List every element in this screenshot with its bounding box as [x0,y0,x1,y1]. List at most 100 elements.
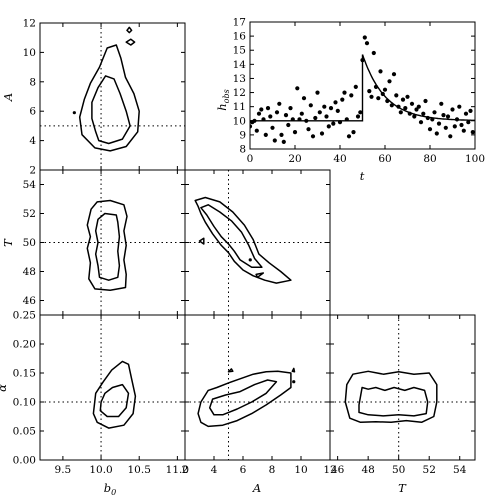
x-tick-label: 40 [333,153,346,165]
data-point [439,101,444,106]
data-point [331,121,336,126]
x-tick-label: 6 [240,464,247,476]
contour-1 [197,370,292,428]
data-point [279,132,284,137]
panel-hobs_vs_t: 8 9 10 11 12 13 14 15 16 17 0 20 40 60 80 100 [233,17,485,166]
data-point [299,111,304,116]
panel-T_vs_b0: 46 48 50 52 54 [23,169,186,316]
data-point [432,110,437,115]
data-point [468,108,473,113]
data-point [346,134,352,139]
data-point [328,106,334,111]
y-axis-label-alpha: α [0,384,9,392]
data-point [427,127,433,132]
x-tick-label: 12 [323,464,336,476]
contour-0 [208,379,278,416]
x-tick-label: 10.0 [89,464,112,476]
y-tick-label: 10 [23,47,36,59]
data-point [457,104,462,109]
x-tick-label: 46 [331,464,345,476]
x-tick-label: 52 [423,464,436,476]
contour-3 [255,272,265,279]
y-tick-label: 13 [233,73,246,85]
axes-frame [184,314,331,461]
x-tick-label: 10 [294,464,307,476]
x-tick-label: 80 [423,153,436,165]
x-tick-label: 9.5 [55,464,72,476]
data-point [387,79,392,84]
contour-point-0 [292,380,296,384]
y-tick-label: 12 [23,18,36,30]
x-axis-label-t: t [360,169,365,183]
data-point [470,130,475,135]
y-tick-label: 54 [23,179,37,191]
data-point [335,108,340,113]
y-tick-label: 0.00 [13,455,36,467]
axes-frame [329,314,476,461]
data-point [434,131,439,136]
data-point [452,124,457,129]
x-tick-label: 48 [361,464,374,476]
y-tick-label: 4 [29,135,36,147]
data-point [416,104,421,109]
data-point [270,125,275,130]
x-axis-label-T: T [398,481,407,495]
data-point [263,132,268,137]
data-point [450,107,455,112]
x-tick-label: 54 [453,464,467,476]
contour-0 [99,383,130,418]
x-tick-label: 11.0 [166,464,189,476]
y-tick-label: 2 [29,165,36,177]
y-tick-label: 52 [23,208,36,220]
data-point [272,138,277,143]
data-point [355,114,361,119]
x-tick-label: 10.5 [128,464,151,476]
y-tick-label: 11 [233,101,246,113]
axes-frame [39,22,186,171]
data-point [376,96,381,101]
data-point [378,69,383,74]
y-tick-label: 12 [233,87,246,99]
data-point [358,110,363,115]
contour-2 [198,237,205,245]
y-tick-label: 0.20 [13,339,36,351]
data-point [319,131,325,136]
x-tick-label: 100 [465,153,485,165]
data-point [400,97,406,102]
data-point [367,89,372,94]
data-point [310,134,316,139]
y-tick-label: 46 [23,295,37,307]
data-point [288,106,293,111]
contour-3 [291,367,296,373]
contour-0 [200,204,263,268]
data-point [306,127,311,132]
y-axis-label-T: T [1,238,15,247]
data-point [371,50,376,56]
panel-T_vs_A [184,169,331,316]
y-tick-label: 10 [233,115,246,127]
data-point [369,94,374,99]
data-point [295,86,300,91]
contour-1 [92,360,137,429]
contour-2 [125,38,136,46]
data-point [268,114,273,119]
data-point [403,106,408,111]
contour-0 [358,386,429,417]
contour-3 [126,26,133,34]
data-point [259,107,264,112]
contour-1 [344,370,438,424]
y-tick-label: 6 [29,106,36,118]
data-point [461,128,466,133]
contour-0 [91,75,131,145]
contour-2 [227,368,234,373]
data-point [317,110,322,115]
data-point [362,35,367,40]
y-axis-label-A: A [1,93,15,102]
data-point [436,121,442,126]
y-tick-label: 0.15 [13,368,36,380]
y-tick-label: 0.05 [13,426,36,438]
x-tick-label: 60 [378,153,391,165]
x-tick-label: 8 [269,464,276,476]
data-point [418,120,424,125]
